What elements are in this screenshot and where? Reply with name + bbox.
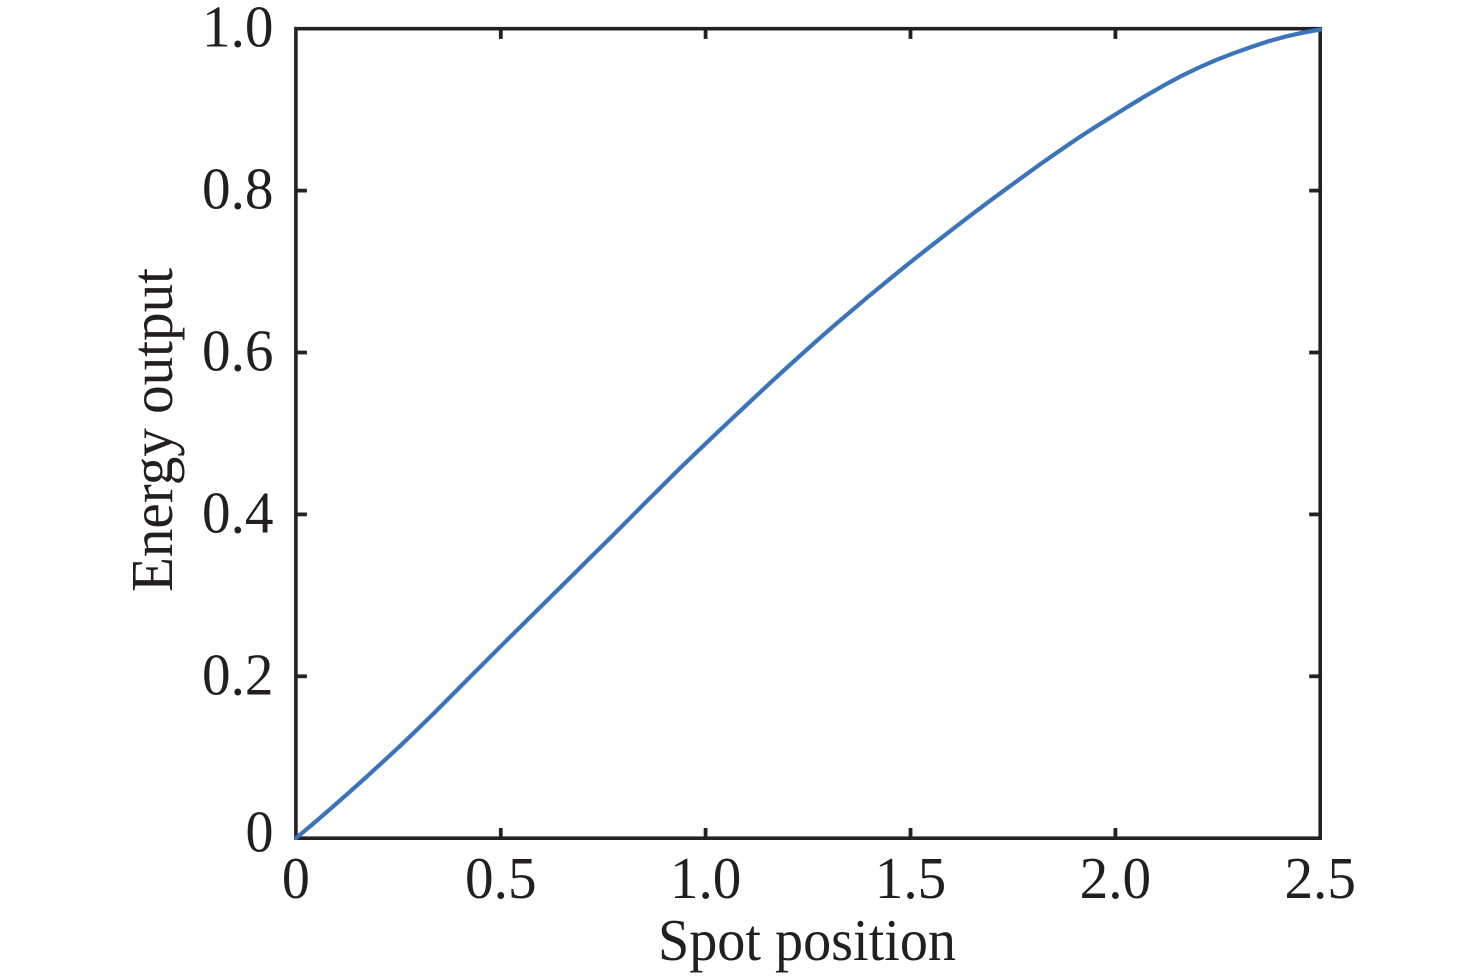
svg-text:0.8: 0.8: [202, 156, 274, 222]
svg-text:1.5: 1.5: [875, 845, 947, 911]
svg-text:0.4: 0.4: [202, 479, 274, 545]
svg-text:2.5: 2.5: [1284, 845, 1356, 911]
svg-text:2.0: 2.0: [1080, 845, 1152, 911]
svg-text:0.5: 0.5: [465, 845, 537, 911]
svg-text:0: 0: [246, 799, 274, 865]
svg-text:1.0: 1.0: [202, 0, 274, 60]
svg-text:Spot position: Spot position: [658, 907, 956, 973]
svg-text:Energy output: Energy output: [119, 267, 185, 592]
svg-text:0.6: 0.6: [202, 318, 274, 384]
svg-text:0: 0: [282, 845, 310, 911]
svg-text:0.2: 0.2: [202, 641, 274, 707]
svg-text:1.0: 1.0: [670, 845, 742, 911]
